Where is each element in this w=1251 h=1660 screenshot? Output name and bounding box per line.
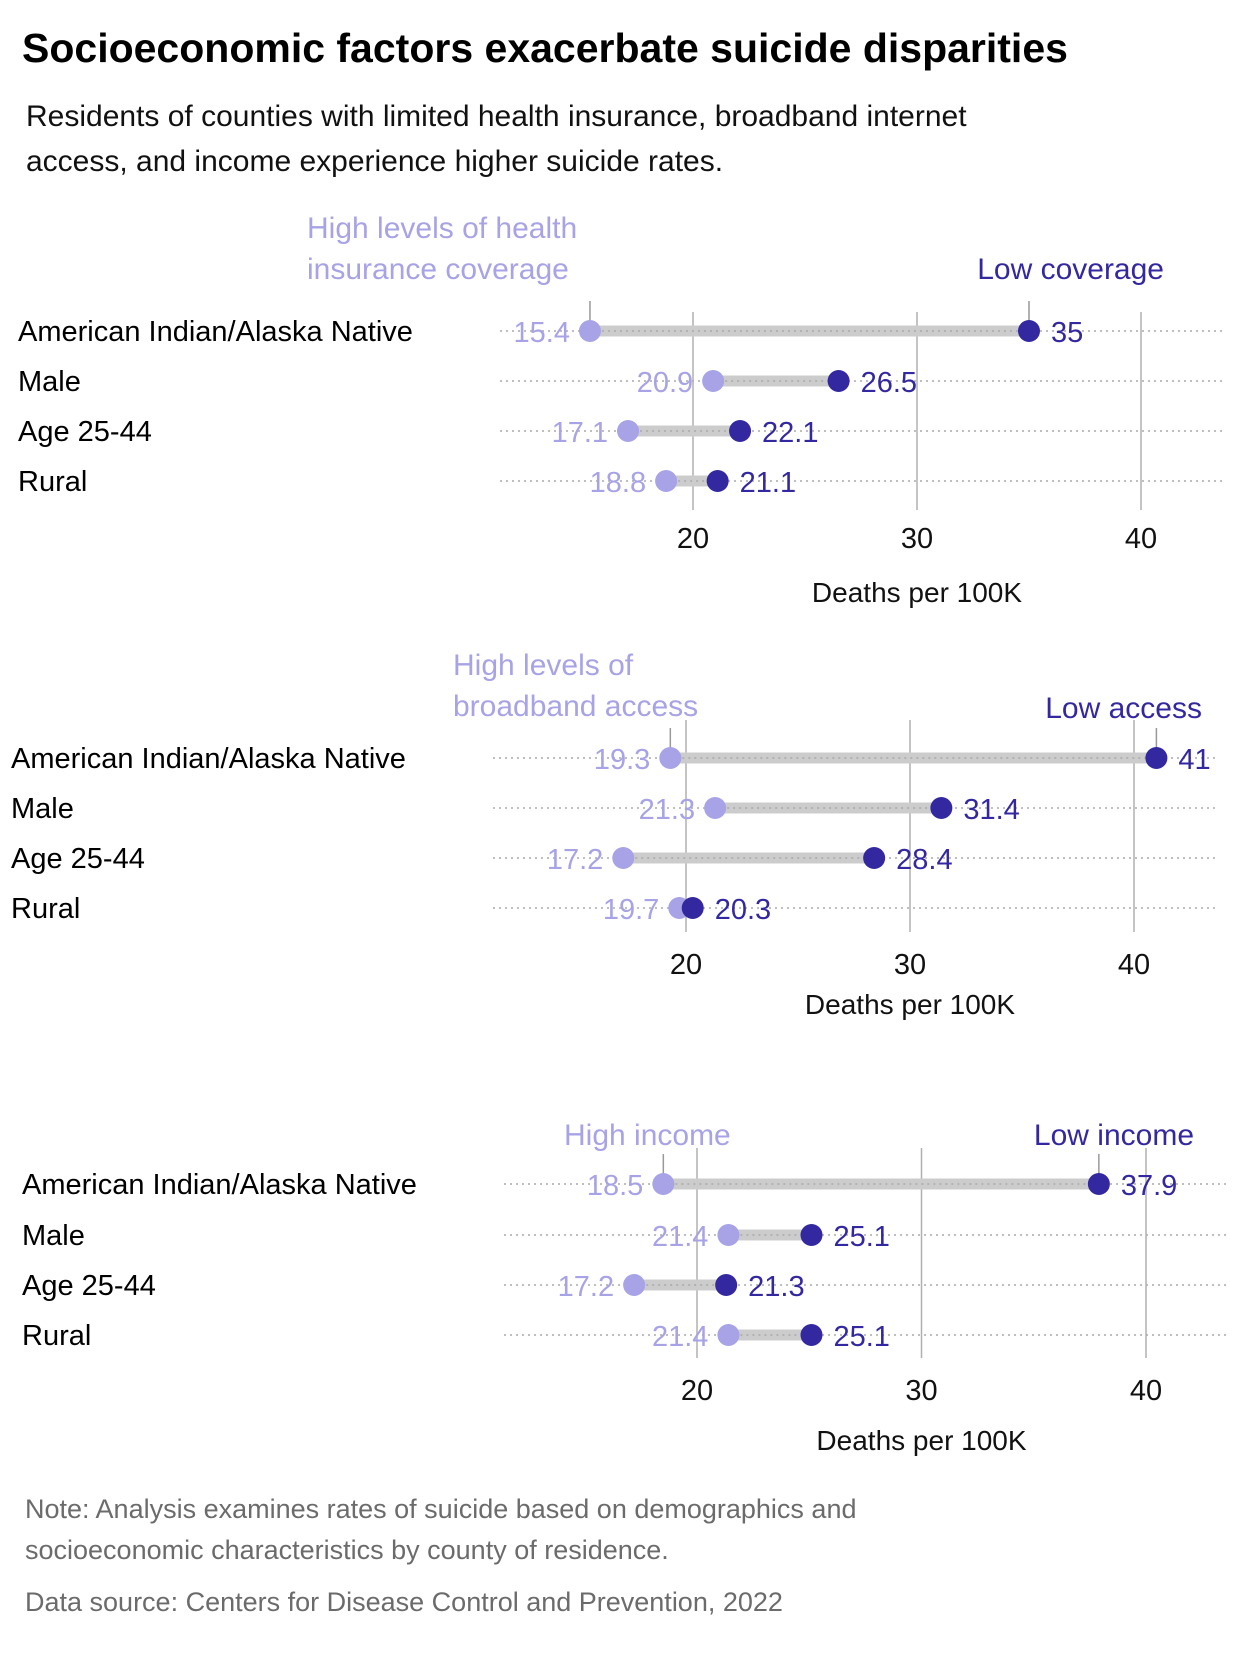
note-line-1: Note: Analysis examines rates of suicide… bbox=[25, 1494, 856, 1524]
low-value-label: 26.5 bbox=[861, 367, 917, 399]
category-label: Rural bbox=[18, 466, 87, 498]
low-point bbox=[800, 1324, 823, 1346]
low-point bbox=[800, 1224, 823, 1246]
high-point bbox=[652, 1173, 675, 1195]
high-series-label: High levels of bbox=[453, 649, 634, 682]
category-label: Rural bbox=[11, 893, 80, 925]
category-label: American Indian/Alaska Native bbox=[18, 316, 413, 348]
x-tick-label: 30 bbox=[905, 1375, 937, 1407]
high-series-label: High levels of health bbox=[307, 212, 577, 245]
x-tick-label: 40 bbox=[1130, 1375, 1162, 1407]
low-point bbox=[930, 797, 953, 819]
high-point bbox=[612, 847, 635, 869]
high-value-label: 20.9 bbox=[637, 367, 693, 399]
low-point bbox=[729, 420, 752, 442]
low-value-label: 21.3 bbox=[748, 1271, 804, 1303]
x-tick-label: 40 bbox=[1125, 523, 1157, 555]
high-value-label: 19.3 bbox=[594, 744, 650, 776]
x-tick-label: 30 bbox=[894, 949, 926, 981]
low-value-label: 31.4 bbox=[963, 794, 1019, 826]
x-tick-label: 20 bbox=[681, 1375, 713, 1407]
high-point bbox=[659, 747, 682, 769]
panel-3: 20 30 40 Deaths per 100K High income Low inco… bbox=[22, 1119, 1230, 1456]
category-label: Age 25-44 bbox=[11, 843, 145, 875]
note-line-2: socioeconomic characteristics by county … bbox=[25, 1535, 669, 1565]
x-tick-label: 30 bbox=[901, 523, 933, 555]
low-point bbox=[706, 470, 729, 492]
low-point bbox=[715, 1274, 738, 1296]
high-value-label: 15.4 bbox=[514, 317, 570, 349]
x-axis-label: Deaths per 100K bbox=[805, 989, 1015, 1020]
category-label: Age 25-44 bbox=[22, 1270, 156, 1302]
low-value-label: 28.4 bbox=[896, 844, 952, 876]
high-value-label: 17.2 bbox=[558, 1271, 614, 1303]
panel-1: 20 30 40 Deaths per 100K High levels of heal… bbox=[18, 212, 1225, 608]
low-value-label: 41 bbox=[1178, 744, 1210, 776]
x-axis-label: Deaths per 100K bbox=[816, 1425, 1026, 1456]
high-value-label: 18.8 bbox=[590, 467, 646, 499]
x-tick-label: 20 bbox=[670, 949, 702, 981]
high-point bbox=[578, 320, 601, 342]
high-point bbox=[617, 420, 640, 442]
low-series-label: Low income bbox=[1034, 1119, 1194, 1152]
low-point bbox=[827, 370, 850, 392]
category-label: Age 25-44 bbox=[18, 416, 152, 448]
chart-subtitle-line-2: access, and income experience higher sui… bbox=[26, 145, 723, 178]
high-point bbox=[704, 797, 727, 819]
chart-title: Socioeconomic factors exacerbate suicide… bbox=[22, 25, 1068, 71]
low-value-label: 22.1 bbox=[762, 417, 818, 449]
high-series-label: broadband access bbox=[453, 690, 698, 723]
high-value-label: 21.4 bbox=[652, 1321, 708, 1353]
high-point bbox=[702, 370, 725, 392]
low-point bbox=[1018, 320, 1040, 342]
x-tick-label: 40 bbox=[1118, 949, 1150, 981]
high-point bbox=[717, 1324, 740, 1346]
chart-subtitle-line-1: Residents of counties with limited healt… bbox=[26, 100, 967, 133]
low-value-label: 25.1 bbox=[833, 1321, 889, 1353]
high-value-label: 17.1 bbox=[552, 417, 608, 449]
low-series-label: Low access bbox=[1045, 692, 1202, 725]
high-point bbox=[655, 470, 678, 492]
low-point bbox=[863, 847, 886, 869]
high-value-label: 21.4 bbox=[652, 1221, 708, 1253]
low-series-label: Low coverage bbox=[977, 253, 1164, 286]
data-source: Data source: Centers for Disease Control… bbox=[25, 1587, 783, 1617]
high-value-label: 17.2 bbox=[547, 844, 603, 876]
low-value-label: 37.9 bbox=[1121, 1170, 1177, 1202]
high-series-label: High income bbox=[564, 1119, 731, 1152]
low-value-label: 25.1 bbox=[833, 1221, 889, 1253]
panel-2: 20 30 40 Deaths per 100K High levels of broad… bbox=[11, 649, 1218, 1020]
category-label: Male bbox=[18, 366, 81, 398]
category-label: Male bbox=[22, 1220, 85, 1252]
category-label: American Indian/Alaska Native bbox=[22, 1169, 417, 1201]
low-point bbox=[1087, 1173, 1110, 1195]
x-axis-label: Deaths per 100K bbox=[812, 577, 1022, 608]
high-point bbox=[717, 1224, 740, 1246]
high-series-label: insurance coverage bbox=[307, 253, 569, 286]
high-value-label: 18.5 bbox=[587, 1170, 643, 1202]
category-label: Male bbox=[11, 793, 74, 825]
high-value-label: 19.7 bbox=[603, 894, 659, 926]
low-value-label: 35 bbox=[1051, 317, 1083, 349]
low-value-label: 20.3 bbox=[715, 894, 771, 926]
high-point bbox=[623, 1274, 646, 1296]
low-point bbox=[1145, 747, 1168, 769]
category-label: American Indian/Alaska Native bbox=[11, 743, 406, 775]
category-label: Rural bbox=[22, 1320, 91, 1352]
low-point bbox=[681, 897, 704, 919]
x-tick-label: 20 bbox=[677, 523, 709, 555]
high-value-label: 21.3 bbox=[639, 794, 695, 826]
low-value-label: 21.1 bbox=[740, 467, 796, 499]
